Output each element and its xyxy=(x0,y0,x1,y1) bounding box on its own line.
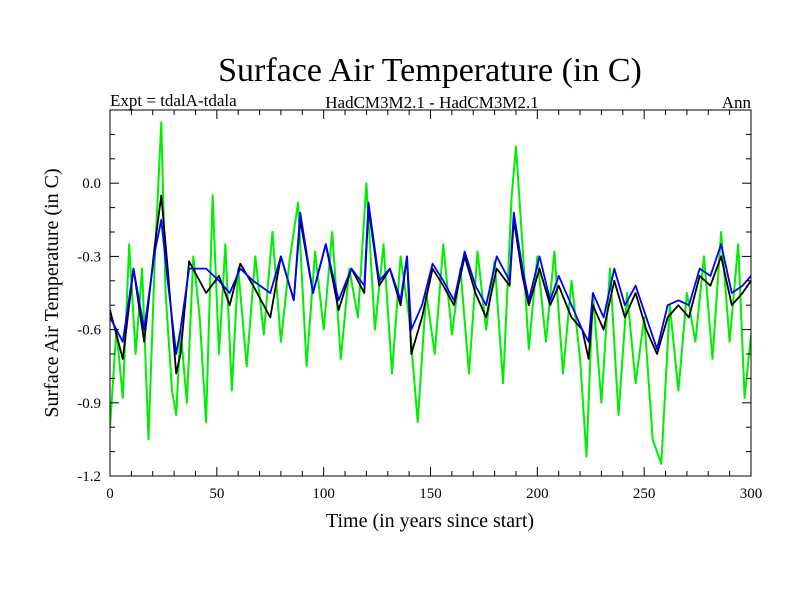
series-line-black xyxy=(110,194,751,375)
y-axis-label: Surface Air Temperature (in C) xyxy=(41,168,63,417)
x-axis-label: Time (in years since start) xyxy=(326,510,534,532)
subtitle-season: Ann xyxy=(722,93,752,112)
chart-title: Surface Air Temperature (in C) xyxy=(218,52,642,89)
x-tick-label: 150 xyxy=(419,486,442,502)
y-tick-label: 0.0 xyxy=(82,176,101,192)
series-line-blue xyxy=(110,201,751,355)
y-tick-label: -0.9 xyxy=(77,396,101,412)
series-line-green xyxy=(110,121,751,465)
subtitle-models: HadCM3M2.1 - HadCM3M2.1 xyxy=(325,93,538,112)
x-tick-label: 300 xyxy=(740,486,763,502)
x-tick-label: 200 xyxy=(526,486,549,502)
axis-ticks: 0 50 100 150 200 250 300 -1.2 -0.9 -0.6 -0.3 0.0 xyxy=(77,110,762,502)
y-tick-label: -1.2 xyxy=(77,469,101,485)
y-tick-label: -0.3 xyxy=(77,249,101,265)
series-layer xyxy=(110,121,751,465)
x-tick-label: 100 xyxy=(312,486,335,502)
x-tick-label: 50 xyxy=(209,486,224,502)
y-tick-label: -0.6 xyxy=(77,323,101,339)
x-tick-label: 0 xyxy=(106,486,114,502)
x-tick-label: 250 xyxy=(633,486,656,502)
subtitle-experiment: Expt = tdalA-tdala xyxy=(110,91,237,110)
